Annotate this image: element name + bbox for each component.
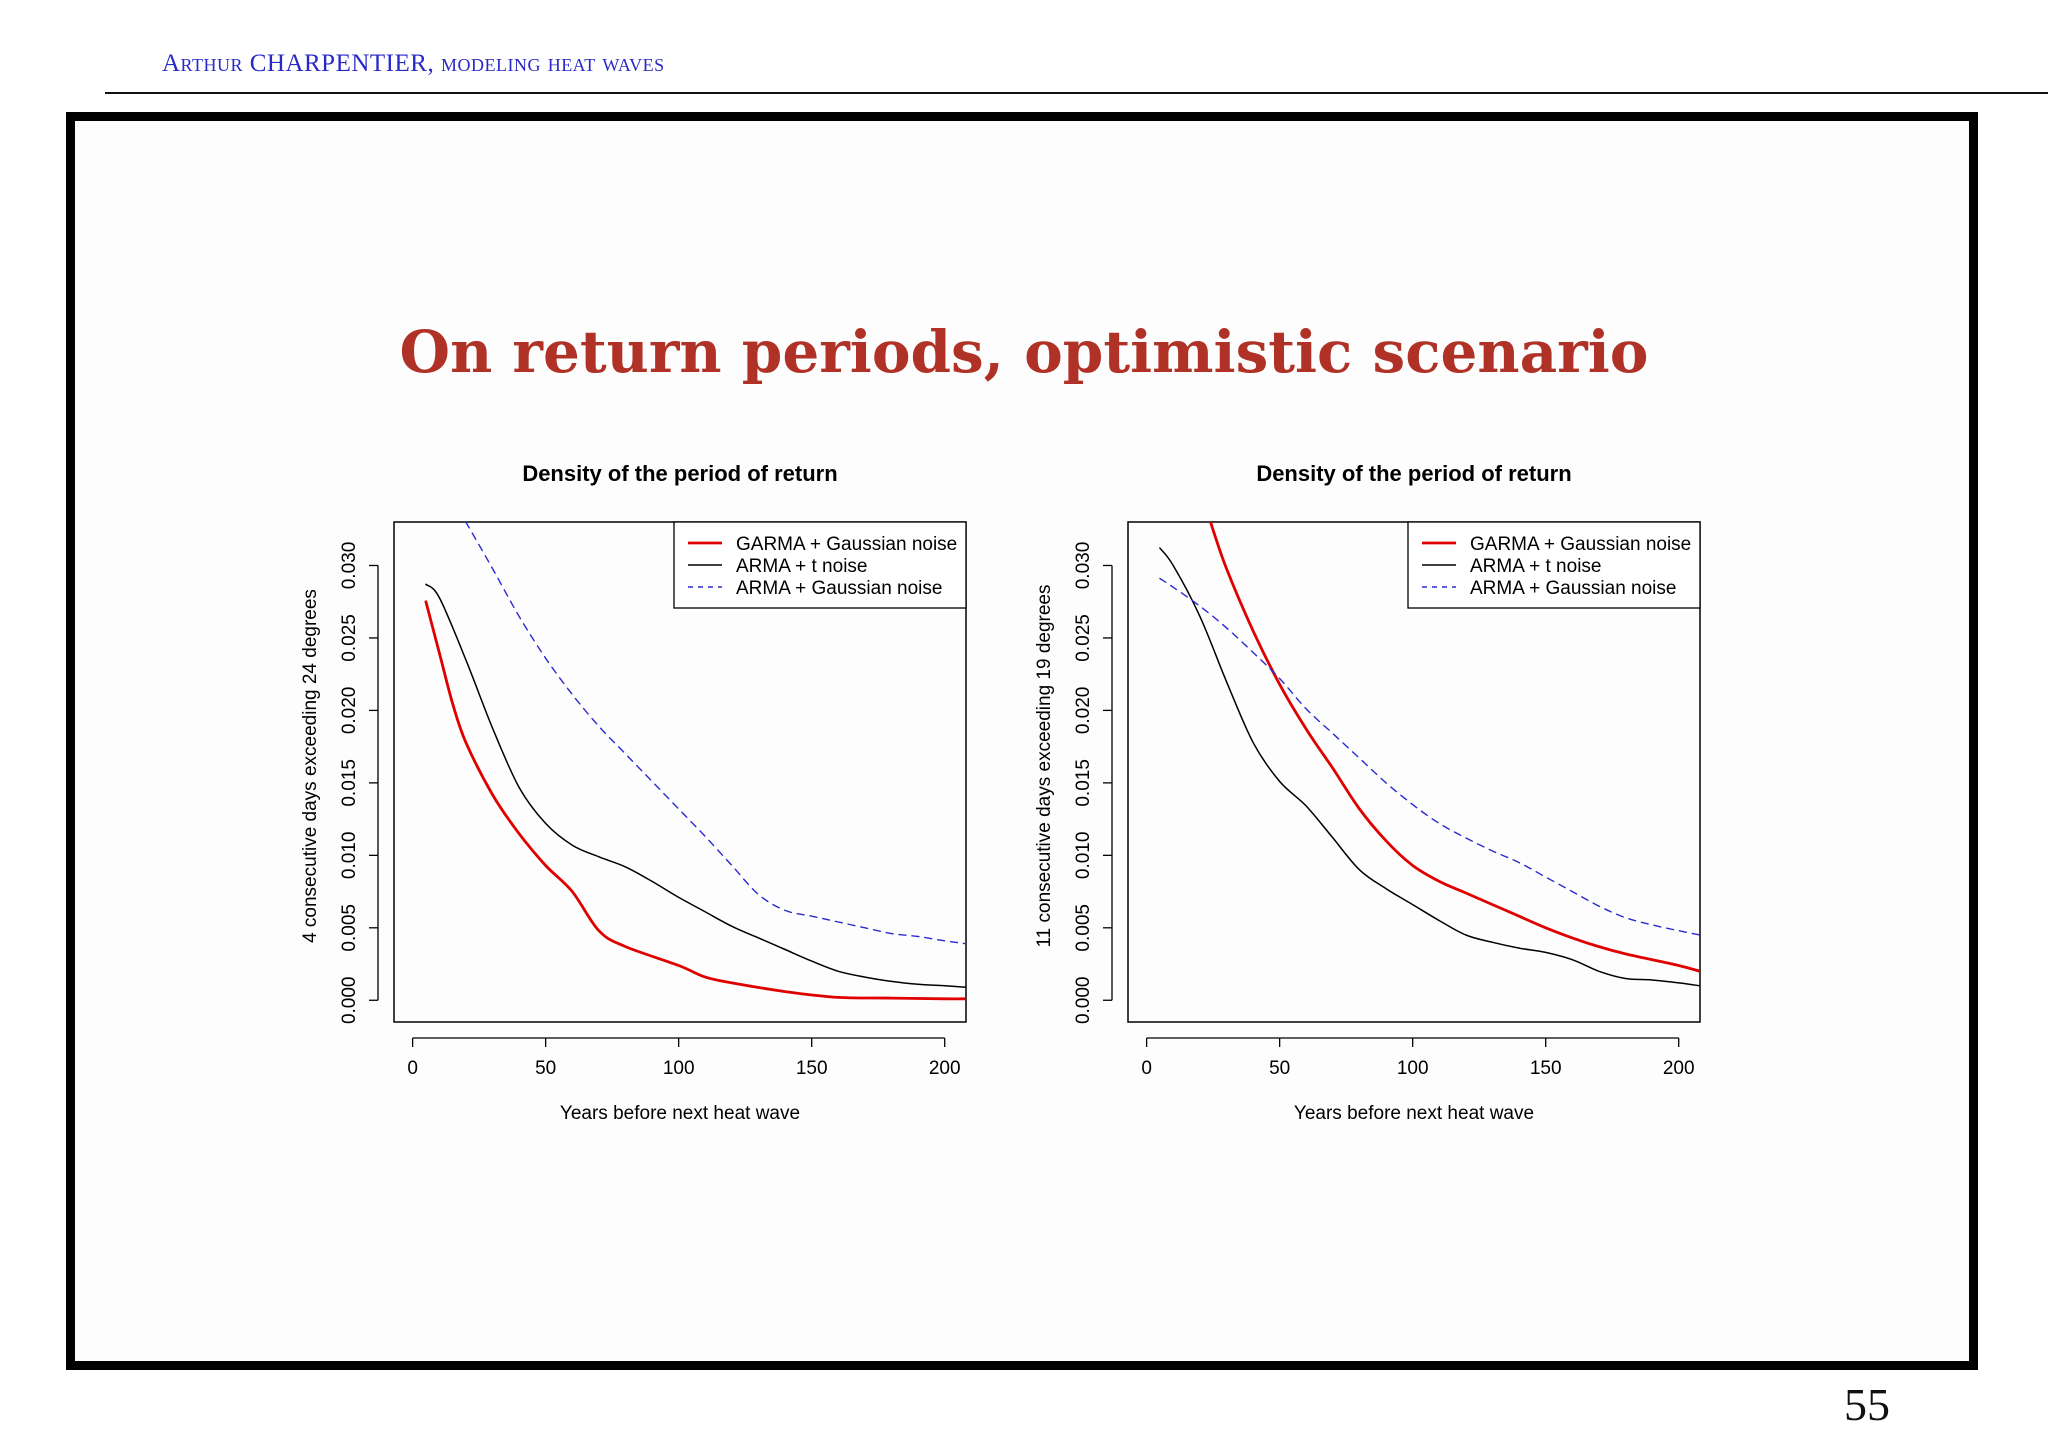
y-axis-label: 4 consecutive days exceeding 24 degrees <box>300 589 321 943</box>
header-rule <box>105 92 2048 94</box>
y-tick-label: 0.015 <box>339 759 360 807</box>
y-tick-label: 0.020 <box>1073 687 1094 735</box>
legend-box <box>673 521 967 609</box>
x-tick-label: 150 <box>1530 1058 1562 1079</box>
y-tick-label: 0.000 <box>1073 976 1094 1024</box>
y-tick-label: 0.025 <box>339 614 360 662</box>
x-tick-label: 50 <box>1269 1058 1290 1079</box>
y-tick-label: 0.010 <box>1073 832 1094 880</box>
x-tick-label: 0 <box>407 1058 418 1079</box>
page-number: 55 <box>1844 1379 1890 1430</box>
y-axis-label: 11 consecutive days exceeding 19 degrees <box>1034 584 1055 947</box>
series-line-garma-gaussian-noise <box>1209 522 1700 973</box>
x-axis-label: Years before next heat wave <box>560 1103 800 1124</box>
x-axis-label: Years before next heat wave <box>1294 1103 1534 1124</box>
y-tick-label: 0.025 <box>1073 614 1094 662</box>
density-chart-right: Density of the period of return 0 50 100 150… <box>1034 461 1701 1124</box>
y-tick-label: 0.005 <box>339 904 360 952</box>
y-tick-label: 0.020 <box>339 687 360 735</box>
slide-frame <box>66 112 1978 1370</box>
legend-label: ARMA + Gaussian noise <box>1470 578 1676 599</box>
chart-title: Density of the period of return <box>522 461 837 486</box>
y-tick-label: 0.005 <box>1073 904 1094 952</box>
x-tick-label: 0 <box>1141 1058 1152 1079</box>
series-line-arma-gaussian-noise <box>465 522 966 945</box>
series-line-garma-gaussian-noise <box>424 600 966 1001</box>
x-tick-label: 100 <box>1397 1058 1429 1079</box>
density-chart-left: Density of the period of return 0 50 100 150… <box>300 461 967 1124</box>
legend-label: ARMA + t noise <box>736 556 867 577</box>
legend-label: ARMA + t noise <box>1470 556 1601 577</box>
series-group <box>424 522 966 1001</box>
legend-label: GARMA + Gaussian noise <box>1470 534 1691 555</box>
x-tick-label: 50 <box>535 1058 556 1079</box>
series-line-arma-t-noise <box>425 583 966 988</box>
y-tick-label: 0.000 <box>339 976 360 1024</box>
chart-title: Density of the period of return <box>1256 461 1571 486</box>
x-tick-label: 150 <box>796 1058 828 1079</box>
legend-box <box>1407 521 1701 609</box>
series-line-arma-t-noise <box>1159 547 1700 987</box>
series-group <box>1159 522 1700 987</box>
legend-label: ARMA + Gaussian noise <box>736 578 942 599</box>
y-tick-label: 0.030 <box>1073 542 1094 590</box>
x-tick-label: 100 <box>663 1058 695 1079</box>
slide-title: On return periods, optimistic scenario <box>399 318 1649 386</box>
series-line-arma-gaussian-noise <box>1159 577 1700 936</box>
x-tick-label: 200 <box>1663 1058 1695 1079</box>
legend-label: GARMA + Gaussian noise <box>736 534 957 555</box>
y-tick-label: 0.030 <box>339 542 360 590</box>
x-tick-label: 200 <box>929 1058 961 1079</box>
y-tick-label: 0.015 <box>1073 759 1094 807</box>
header-author-title: Arthur CHARPENTIER, modeling heat waves <box>162 50 665 77</box>
y-tick-label: 0.010 <box>339 832 360 880</box>
